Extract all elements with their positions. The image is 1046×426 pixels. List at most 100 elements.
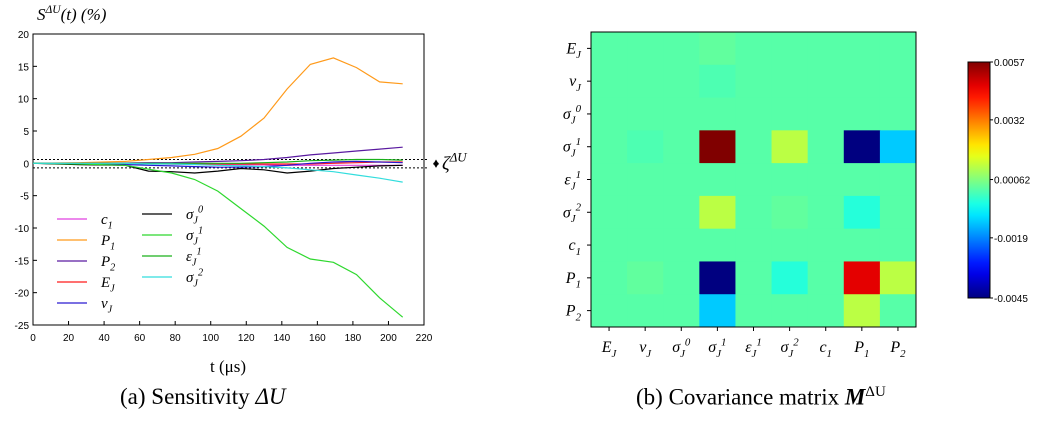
heatmap-cell: [771, 261, 809, 295]
heatmap-cell: [879, 130, 917, 164]
heatmap-cell: [807, 261, 845, 295]
heatmap-cell: [591, 195, 628, 230]
colorbar-tick-label: 0.0032: [994, 116, 1025, 127]
y-tick-label: 20: [18, 30, 30, 41]
heatmap-cell: [843, 97, 881, 131]
heatmap-cell: [879, 64, 917, 99]
heatmap-cell: [843, 64, 881, 99]
heatmap-cell: [627, 163, 664, 197]
heatmap-cell: [879, 97, 917, 131]
heatmap-x-label: σJ2: [781, 336, 800, 360]
heatmap-cell: [735, 294, 773, 328]
heatmap-cell: [699, 294, 736, 328]
heatmap-x-label: εJ1: [745, 336, 762, 360]
colorbar-tick-label: 0.00062: [994, 176, 1031, 187]
y-tick-label: 15: [18, 62, 30, 73]
series-line-8: [33, 162, 403, 183]
colorbar-tick-label: -0.0019: [994, 234, 1028, 245]
heatmap-cell: [591, 130, 628, 164]
heatmap-cell: [879, 32, 917, 66]
heatmap-x-label: σJ0: [672, 336, 691, 360]
heatmap-cell: [843, 163, 881, 197]
caption-b-prefix: (b) Covariance matrix: [636, 384, 845, 410]
heatmap-y-label: EJ: [565, 40, 582, 61]
heatmap-cell: [843, 195, 881, 230]
heatmap-cell: [807, 228, 845, 262]
heatmap-cell: [807, 163, 845, 197]
series-line-4: [32, 160, 403, 168]
heatmap-cell: [663, 64, 700, 99]
y-tick-label: 10: [18, 95, 30, 106]
heatmap-cell: [627, 130, 664, 164]
heatmap-cell: [591, 294, 628, 328]
legend-label: εJ1: [186, 247, 202, 269]
chart-b: EJ vJ σJ0 σJ1 εJ1 σJ2 c1 P1 P2 EJ vJ σJ0 σJ1 εJ1 σJ2 c1…: [563, 31, 1031, 360]
heatmap-cell: [591, 64, 628, 99]
x-tick-label: 180: [345, 333, 362, 344]
heatmap-cell: [627, 32, 664, 66]
heatmap-x-label: σJ1: [708, 336, 726, 360]
y-tick-label: -20: [15, 289, 30, 300]
heatmap-cell: [591, 32, 628, 66]
heatmap-x-label: P1: [853, 339, 869, 360]
heatmap-y-label: P2: [565, 303, 582, 324]
colorbar: [967, 61, 991, 299]
heatmap-x-label: P2: [889, 339, 906, 360]
heatmap-cell: [591, 261, 628, 295]
heatmap-y-label: σJ2: [563, 202, 582, 226]
heatmap-cell: [735, 261, 773, 295]
x-tick-label: 100: [202, 333, 219, 344]
heatmap-cell: [735, 130, 773, 164]
heatmap-cell: [807, 32, 845, 66]
heatmap-cell: [663, 195, 700, 230]
heatmap-cell: [843, 294, 881, 328]
y-tick-label: 5: [23, 127, 29, 138]
series-line-5: [32, 162, 403, 174]
heatmap-cell: [843, 130, 881, 164]
caption-b: (b) Covariance matrix MΔU: [636, 384, 886, 411]
heatmap-cell: [735, 32, 773, 66]
heatmap-cell: [843, 261, 881, 295]
heatmap-cell: [771, 294, 809, 328]
y-tick-label: -5: [20, 192, 29, 203]
heatmap-cell: [771, 130, 809, 164]
heatmap-cell: [663, 163, 700, 197]
heatmap-y-label: P1: [565, 270, 581, 291]
colorbar-tick-label: -0.0045: [994, 294, 1028, 305]
caption-b-symbol: M: [844, 384, 866, 410]
legend-label: P2: [100, 254, 115, 274]
chart-a-frame: [32, 33, 425, 326]
x-tick-label: 80: [170, 333, 182, 344]
heatmap-cell: [807, 64, 845, 99]
legend-label: P1: [100, 233, 115, 253]
legend-label: σJ2: [186, 268, 203, 290]
heatmap-cell: [699, 32, 736, 66]
heatmap-cell: [843, 32, 881, 66]
heatmap-cell: [663, 130, 700, 164]
heatmap-cell: [771, 228, 809, 262]
y-tick-label: -25: [15, 321, 30, 332]
heatmap-cell: [663, 228, 700, 262]
heatmap-cell: [699, 228, 736, 262]
y-tick-label: 0: [23, 159, 29, 170]
heatmap-cell: [771, 32, 809, 66]
heatmap-cell: [735, 195, 773, 230]
heatmap-cell: [699, 97, 736, 131]
band-arrow-head-down: [433, 162, 439, 168]
x-tick-label: 160: [309, 333, 326, 344]
heatmap-cell: [699, 130, 736, 164]
heatmap-cell: [699, 163, 736, 197]
x-tick-label: 200: [380, 333, 397, 344]
x-tick-label: 20: [63, 333, 75, 344]
heatmap-cell: [879, 261, 917, 295]
series-line-2: [33, 146, 403, 164]
x-axis-title: t (μs): [210, 357, 246, 376]
x-tick-label: 120: [238, 333, 255, 344]
heatmap-x-label: vJ: [639, 339, 652, 360]
heatmap-cell: [735, 97, 773, 131]
x-tick-label: 220: [416, 333, 433, 344]
heatmap-cell: [879, 195, 917, 230]
colorbar-tick-label: 0.0057: [994, 58, 1025, 69]
